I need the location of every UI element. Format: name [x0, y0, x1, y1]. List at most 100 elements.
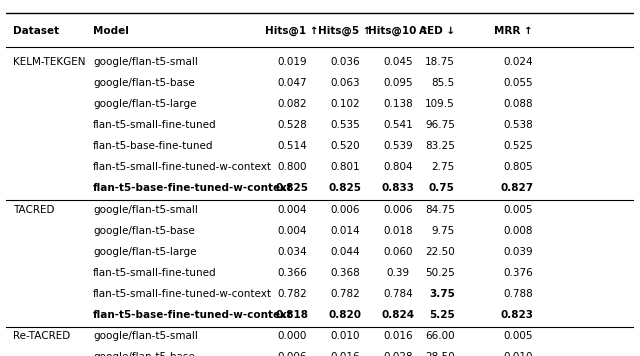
Text: google/flan-t5-large: google/flan-t5-large: [93, 247, 196, 257]
Text: Hits@1 ↑: Hits@1 ↑: [265, 26, 319, 36]
Text: 0.800: 0.800: [277, 162, 307, 172]
Text: 0.034: 0.034: [277, 247, 307, 257]
Text: 0.036: 0.036: [330, 57, 360, 67]
Text: 0.000: 0.000: [277, 331, 307, 341]
Text: 66.00: 66.00: [425, 331, 455, 341]
Text: 0.825: 0.825: [328, 183, 362, 193]
Text: 0.820: 0.820: [328, 310, 362, 320]
Text: Dataset: Dataset: [13, 26, 59, 36]
Text: 0.008: 0.008: [504, 226, 533, 236]
Text: 0.784: 0.784: [383, 289, 413, 299]
Text: 2.75: 2.75: [431, 162, 455, 172]
Text: TACRED: TACRED: [13, 205, 54, 215]
Text: 3.75: 3.75: [429, 289, 455, 299]
Text: 0.018: 0.018: [383, 226, 413, 236]
Text: 0.818: 0.818: [275, 310, 308, 320]
Text: 0.788: 0.788: [504, 289, 533, 299]
Text: flan-t5-small-fine-tuned: flan-t5-small-fine-tuned: [93, 120, 216, 130]
Text: 0.082: 0.082: [277, 99, 307, 109]
Text: google/flan-t5-small: google/flan-t5-small: [93, 57, 198, 67]
Text: Hits@5 ↑: Hits@5 ↑: [318, 26, 372, 36]
Text: 50.25: 50.25: [425, 268, 455, 278]
Text: 0.75: 0.75: [429, 183, 455, 193]
Text: 0.525: 0.525: [504, 141, 533, 151]
Text: 0.833: 0.833: [382, 183, 415, 193]
Text: 0.006: 0.006: [330, 205, 360, 215]
Text: 0.044: 0.044: [330, 247, 360, 257]
Text: 0.005: 0.005: [504, 205, 533, 215]
Text: 0.016: 0.016: [330, 352, 360, 356]
Text: 0.010: 0.010: [330, 331, 360, 341]
Text: 0.045: 0.045: [383, 57, 413, 67]
Text: 0.102: 0.102: [330, 99, 360, 109]
Text: 0.138: 0.138: [383, 99, 413, 109]
Text: 9.75: 9.75: [431, 226, 455, 236]
Text: 0.004: 0.004: [277, 226, 307, 236]
Text: 0.047: 0.047: [277, 78, 307, 88]
Text: 0.376: 0.376: [504, 268, 533, 278]
Text: 0.535: 0.535: [330, 120, 360, 130]
Text: 0.539: 0.539: [383, 141, 413, 151]
Text: 0.805: 0.805: [504, 162, 533, 172]
Text: 0.063: 0.063: [330, 78, 360, 88]
Text: 18.75: 18.75: [425, 57, 455, 67]
Text: 109.5: 109.5: [425, 99, 455, 109]
Text: flan-t5-base-fine-tuned-w-context: flan-t5-base-fine-tuned-w-context: [93, 183, 293, 193]
Text: 0.825: 0.825: [275, 183, 308, 193]
Text: 0.514: 0.514: [277, 141, 307, 151]
Text: 85.5: 85.5: [431, 78, 455, 88]
Text: 0.801: 0.801: [330, 162, 360, 172]
Text: Hits@10 ↑: Hits@10 ↑: [368, 26, 429, 36]
Text: 0.014: 0.014: [330, 226, 360, 236]
Text: 0.528: 0.528: [277, 120, 307, 130]
Text: 22.50: 22.50: [425, 247, 455, 257]
Text: 0.088: 0.088: [504, 99, 533, 109]
Text: flan-t5-base-fine-tuned: flan-t5-base-fine-tuned: [93, 141, 214, 151]
Text: MRR ↑: MRR ↑: [495, 26, 533, 36]
Text: flan-t5-small-fine-tuned: flan-t5-small-fine-tuned: [93, 268, 216, 278]
Text: 0.005: 0.005: [504, 331, 533, 341]
Text: 84.75: 84.75: [425, 205, 455, 215]
Text: AED ↓: AED ↓: [419, 26, 455, 36]
Text: 0.520: 0.520: [330, 141, 360, 151]
Text: flan-t5-small-fine-tuned-w-context: flan-t5-small-fine-tuned-w-context: [93, 289, 272, 299]
Text: 83.25: 83.25: [425, 141, 455, 151]
Text: flan-t5-small-fine-tuned-w-context: flan-t5-small-fine-tuned-w-context: [93, 162, 272, 172]
Text: Model: Model: [93, 26, 129, 36]
Text: 0.366: 0.366: [277, 268, 307, 278]
Text: google/flan-t5-base: google/flan-t5-base: [93, 78, 195, 88]
Text: 0.055: 0.055: [504, 78, 533, 88]
Text: 0.782: 0.782: [330, 289, 360, 299]
Text: 0.024: 0.024: [504, 57, 533, 67]
Text: KELM-TEKGEN: KELM-TEKGEN: [13, 57, 85, 67]
Text: 28.50: 28.50: [425, 352, 455, 356]
Text: 0.004: 0.004: [277, 205, 307, 215]
Text: 5.25: 5.25: [429, 310, 455, 320]
Text: flan-t5-base-fine-tuned-w-context: flan-t5-base-fine-tuned-w-context: [93, 310, 293, 320]
Text: 0.019: 0.019: [277, 57, 307, 67]
Text: 0.823: 0.823: [500, 310, 533, 320]
Text: 0.541: 0.541: [383, 120, 413, 130]
Text: google/flan-t5-small: google/flan-t5-small: [93, 331, 198, 341]
Text: 0.368: 0.368: [330, 268, 360, 278]
Text: 0.39: 0.39: [387, 268, 410, 278]
Text: 0.782: 0.782: [277, 289, 307, 299]
Text: 0.804: 0.804: [383, 162, 413, 172]
Text: google/flan-t5-base: google/flan-t5-base: [93, 226, 195, 236]
Text: 0.060: 0.060: [383, 247, 413, 257]
Text: google/flan-t5-large: google/flan-t5-large: [93, 99, 196, 109]
Text: 0.538: 0.538: [504, 120, 533, 130]
Text: 0.006: 0.006: [277, 352, 307, 356]
Text: 0.010: 0.010: [504, 352, 533, 356]
Text: Re-TACRED: Re-TACRED: [13, 331, 70, 341]
Text: google/flan-t5-base: google/flan-t5-base: [93, 352, 195, 356]
Text: 0.016: 0.016: [383, 331, 413, 341]
Text: 0.039: 0.039: [504, 247, 533, 257]
Text: 0.006: 0.006: [383, 205, 413, 215]
Text: 0.028: 0.028: [383, 352, 413, 356]
Text: 0.827: 0.827: [500, 183, 533, 193]
Text: 0.095: 0.095: [383, 78, 413, 88]
Text: 0.824: 0.824: [382, 310, 415, 320]
Text: 96.75: 96.75: [425, 120, 455, 130]
Text: google/flan-t5-small: google/flan-t5-small: [93, 205, 198, 215]
